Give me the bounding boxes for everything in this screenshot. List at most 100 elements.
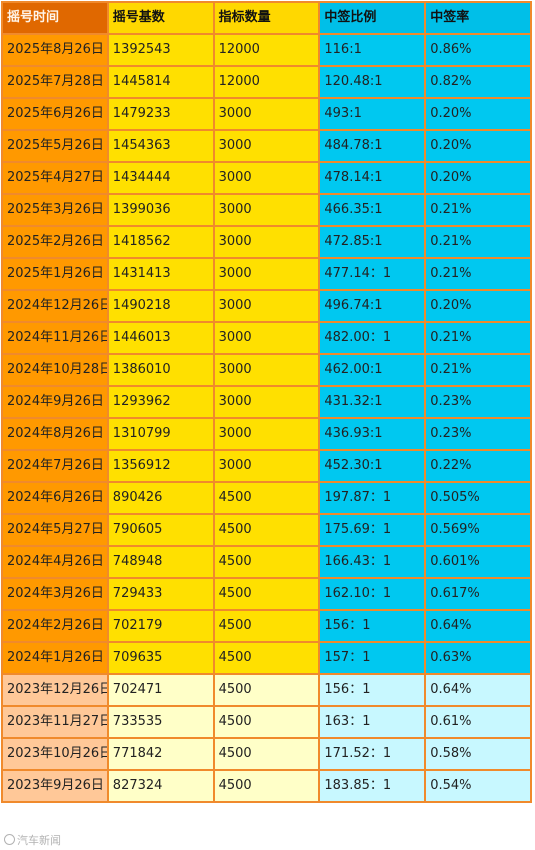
quota-count-cell-text: 4500 <box>218 778 252 793</box>
win-rate-cell: 0.21% <box>424 225 532 259</box>
lottery-date-cell-text: 2024年4月26日 <box>7 554 104 569</box>
lottery-date-cell-text: 2025年3月26日 <box>7 202 104 217</box>
win-rate-cell: 0.64% <box>424 609 532 643</box>
quota-count-cell-text: 3000 <box>218 202 252 217</box>
applicant-base-cell: 1310799 <box>106 417 215 451</box>
applicant-base-cell-text: 1431413 <box>112 266 171 281</box>
lottery-date-cell: 2025年3月26日 <box>1 193 109 227</box>
win-rate-cell-text: 0.86% <box>430 42 472 57</box>
quota-count-cell-text: 4500 <box>218 746 252 761</box>
lottery-date-cell: 2024年11月26日 <box>1 321 109 355</box>
applicant-base-cell-text: 702471 <box>112 682 163 697</box>
win-rate-cell: 0.617% <box>424 577 532 611</box>
lottery-date-cell: 2025年1月26日 <box>1 257 109 291</box>
win-ratio-cell: 171.52：1 <box>318 737 427 771</box>
win-ratio-cell: 166.43：1 <box>318 545 427 579</box>
quota-count-cell: 3000 <box>212 193 321 227</box>
header-win-rate: 中签率 <box>424 1 532 35</box>
applicant-base-cell: 1431413 <box>106 257 215 291</box>
lottery-date-cell-text: 2024年10月28日 <box>7 362 108 377</box>
win-rate-cell-text: 0.63% <box>430 650 472 665</box>
quota-count-cell: 4500 <box>212 705 321 739</box>
quota-count-cell-text: 4500 <box>218 554 252 569</box>
win-ratio-cell-text: 156：1 <box>324 682 371 697</box>
table-row: 2024年8月26日 1310799 3000 436.93:1 0.23% <box>1 417 532 451</box>
applicant-base-cell-text: 1310799 <box>112 426 171 441</box>
win-ratio-cell: 472.85:1 <box>318 225 427 259</box>
win-ratio-cell-text: 116:1 <box>324 42 362 57</box>
win-rate-cell-text: 0.64% <box>430 682 472 697</box>
win-ratio-cell-text: 484.78:1 <box>324 138 383 153</box>
lottery-date-cell: 2024年8月26日 <box>1 417 109 451</box>
lottery-date-cell-text: 2024年8月26日 <box>7 426 104 441</box>
table-row: 2024年12月26日 1490218 3000 496.74:1 0.20% <box>1 289 532 323</box>
win-rate-cell-text: 0.21% <box>430 202 472 217</box>
applicant-base-cell-text: 827324 <box>112 778 163 793</box>
applicant-base-cell: 1479233 <box>106 97 215 131</box>
applicant-base-cell-text: 702179 <box>112 618 163 633</box>
quota-count-cell: 3000 <box>212 97 321 131</box>
table-row: 2024年5月27日 790605 4500 175.69：1 0.569% <box>1 513 532 547</box>
quota-count-cell-text: 3000 <box>218 362 252 377</box>
lottery-date-cell-text: 2025年4月27日 <box>7 170 104 185</box>
applicant-base-cell: 733535 <box>106 705 215 739</box>
applicant-base-cell-text: 1454363 <box>112 138 171 153</box>
quota-count-cell-text: 3000 <box>218 138 252 153</box>
win-rate-cell: 0.54% <box>424 769 532 803</box>
lottery-date-cell: 2024年4月26日 <box>1 545 109 579</box>
win-ratio-cell-text: 197.87：1 <box>324 490 392 505</box>
applicant-base-cell: 1356912 <box>106 449 215 483</box>
win-ratio-cell: 163：1 <box>318 705 427 739</box>
win-ratio-cell: 462.00:1 <box>318 353 427 387</box>
lottery-date-cell: 2024年3月26日 <box>1 577 109 611</box>
lottery-date-cell: 2025年6月26日 <box>1 97 109 131</box>
win-rate-cell-text: 0.505% <box>430 490 480 505</box>
quota-count-cell-text: 3000 <box>218 234 252 249</box>
quota-count-cell-text: 4500 <box>218 650 252 665</box>
win-ratio-cell: 496.74:1 <box>318 289 427 323</box>
win-rate-cell: 0.58% <box>424 737 532 771</box>
win-ratio-cell: 156：1 <box>318 609 427 643</box>
win-ratio-cell-text: 175.69：1 <box>324 522 392 537</box>
table-row: 2025年8月26日~new~1392543 12000 116:1 0.86% <box>1 33 532 67</box>
win-ratio-cell-text: 162.10：1 <box>324 586 392 601</box>
win-rate-cell: 0.61% <box>424 705 532 739</box>
quota-count-cell: 3000 <box>212 161 321 195</box>
applicant-base-cell-text: 1399036 <box>112 202 171 217</box>
lottery-date-cell-text: 2024年6月26日 <box>7 490 104 505</box>
applicant-base-cell-text: 733535 <box>112 714 163 729</box>
quota-count-cell: 3000 <box>212 417 321 451</box>
applicant-base-cell: 790605 <box>106 513 215 547</box>
win-ratio-cell: 466.35:1 <box>318 193 427 227</box>
win-rate-cell: 0.21% <box>424 353 532 387</box>
lottery-results-table: 摇号时间 摇号基数 指标数量 中签比例 中签率 2025年8月26日~new~1… <box>1 1 532 803</box>
applicant-base-cell: 1454363 <box>106 129 215 163</box>
win-ratio-cell-text: 431.32:1 <box>324 394 383 409</box>
win-rate-cell: 0.20% <box>424 289 532 323</box>
quota-count-cell: 3000 <box>212 289 321 323</box>
applicant-base-cell: 771842 <box>106 737 215 771</box>
win-rate-cell: 0.20% <box>424 129 532 163</box>
lottery-date-cell-text: 2024年5月27日 <box>7 522 104 537</box>
win-ratio-cell: 175.69：1 <box>318 513 427 547</box>
win-rate-cell: 0.505% <box>424 481 532 515</box>
win-ratio-cell-text: 478.14:1 <box>324 170 383 185</box>
lottery-date-cell-text: 2024年1月26日 <box>7 650 104 665</box>
win-rate-cell-text: 0.23% <box>430 394 472 409</box>
lottery-date-cell-text: 2025年8月26日 <box>7 42 104 57</box>
win-rate-cell-text: 0.617% <box>430 586 480 601</box>
quota-count-cell-text: 3000 <box>218 106 252 121</box>
quota-count-cell: 3000 <box>212 257 321 291</box>
win-rate-cell-text: 0.54% <box>430 778 472 793</box>
quota-count-cell-text: 4500 <box>218 490 252 505</box>
lottery-date-cell: 2025年2月26日 <box>1 225 109 259</box>
win-rate-cell-text: 0.58% <box>430 746 472 761</box>
applicant-base-cell-text: 771842 <box>112 746 163 761</box>
applicant-base-cell-text: 1392543 <box>112 42 171 57</box>
quota-count-cell: 3000 <box>212 353 321 387</box>
quota-count-cell: 4500 <box>212 769 321 803</box>
win-rate-cell-text: 0.20% <box>430 106 472 121</box>
win-rate-cell-text: 0.22% <box>430 458 472 473</box>
win-ratio-cell: 477.14：1 <box>318 257 427 291</box>
win-rate-cell-text: 0.21% <box>430 330 472 345</box>
